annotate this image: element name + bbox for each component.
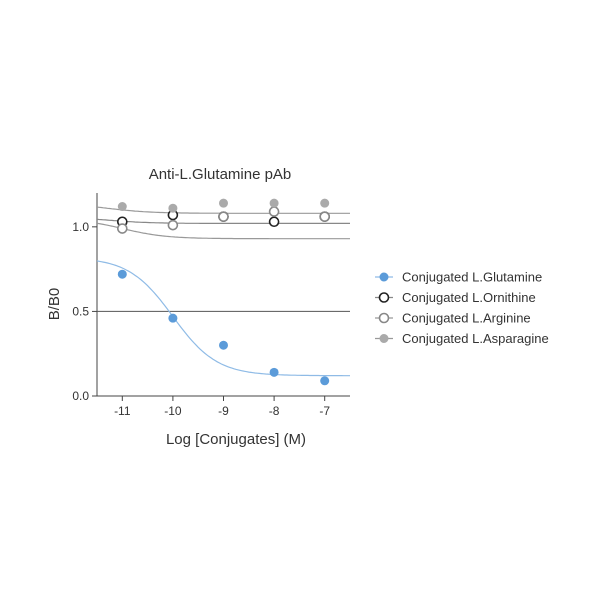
x-axis-label: Log [Conjugates] (M) bbox=[166, 431, 306, 448]
fit-curve bbox=[96, 222, 350, 240]
y-axis-label: B/B0 bbox=[46, 288, 63, 321]
data-point bbox=[168, 203, 178, 213]
y-tick-label: 0.5 bbox=[72, 304, 89, 318]
legend-label: Conjugated L.Glutamine bbox=[402, 270, 542, 285]
legend-marker bbox=[379, 272, 389, 282]
data-point bbox=[218, 211, 229, 222]
legend: Conjugated L.Glutamine Conjugated L.Ornit… bbox=[375, 270, 549, 346]
x-tick-label: -8 bbox=[269, 404, 280, 418]
data-point bbox=[168, 313, 178, 323]
data-point bbox=[268, 206, 280, 217]
data-point bbox=[269, 367, 279, 377]
legend-marker bbox=[378, 312, 390, 324]
y-tick-label: 1.0 bbox=[72, 220, 89, 234]
chart-title: Anti-L.Glutamine pAb bbox=[149, 166, 292, 183]
legend-label: Conjugated L.Arginine bbox=[402, 311, 531, 326]
legend-marker bbox=[378, 292, 390, 303]
data-point bbox=[319, 211, 331, 222]
data-point bbox=[320, 198, 330, 208]
fit-curve bbox=[96, 260, 350, 377]
data-point bbox=[167, 219, 179, 231]
data-point bbox=[219, 340, 228, 350]
fit-curve bbox=[96, 218, 350, 224]
data-point bbox=[117, 202, 127, 212]
x-tick-label: -11 bbox=[114, 404, 131, 418]
legend-marker bbox=[379, 334, 389, 343]
y-tick-label: 0.0 bbox=[72, 389, 89, 403]
x-tick-label: -10 bbox=[164, 404, 182, 418]
data-point bbox=[268, 216, 280, 228]
legend-label: Conjugated L.Ornithine bbox=[402, 290, 536, 305]
x-tick-label: -7 bbox=[319, 404, 330, 418]
data-point bbox=[269, 198, 279, 208]
data-point bbox=[117, 269, 127, 279]
data-point bbox=[320, 376, 330, 386]
plot-area: -11 -10 -9 -8 -7 0.0 0.5 1.0 bbox=[72, 193, 350, 418]
legend-label: Conjugated L.Asparagine bbox=[402, 331, 549, 346]
data-point bbox=[219, 198, 228, 208]
x-tick-label: -9 bbox=[218, 404, 229, 418]
data-point bbox=[117, 223, 128, 234]
